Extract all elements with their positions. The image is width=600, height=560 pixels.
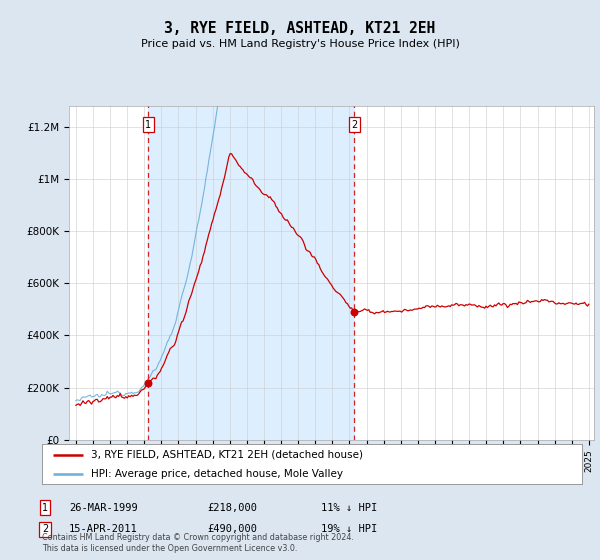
Text: 2: 2 xyxy=(42,524,48,534)
Text: 2: 2 xyxy=(351,120,358,130)
Text: 1: 1 xyxy=(145,120,151,130)
Text: £218,000: £218,000 xyxy=(207,503,257,513)
Text: 26-MAR-1999: 26-MAR-1999 xyxy=(69,503,138,513)
Text: HPI: Average price, detached house, Mole Valley: HPI: Average price, detached house, Mole… xyxy=(91,469,343,478)
Bar xyxy=(148,106,355,440)
Text: 19% ↓ HPI: 19% ↓ HPI xyxy=(321,524,377,534)
Text: 15-APR-2011: 15-APR-2011 xyxy=(69,524,138,534)
Point xyxy=(143,379,153,388)
Text: Price paid vs. HM Land Registry's House Price Index (HPI): Price paid vs. HM Land Registry's House … xyxy=(140,39,460,49)
Point xyxy=(350,307,359,316)
Text: 11% ↓ HPI: 11% ↓ HPI xyxy=(321,503,377,513)
Text: £490,000: £490,000 xyxy=(207,524,257,534)
Text: 3, RYE FIELD, ASHTEAD, KT21 2EH: 3, RYE FIELD, ASHTEAD, KT21 2EH xyxy=(164,21,436,36)
Text: 3, RYE FIELD, ASHTEAD, KT21 2EH (detached house): 3, RYE FIELD, ASHTEAD, KT21 2EH (detache… xyxy=(91,450,362,460)
Text: 1: 1 xyxy=(42,503,48,513)
Text: Contains HM Land Registry data © Crown copyright and database right 2024.
This d: Contains HM Land Registry data © Crown c… xyxy=(42,533,354,553)
